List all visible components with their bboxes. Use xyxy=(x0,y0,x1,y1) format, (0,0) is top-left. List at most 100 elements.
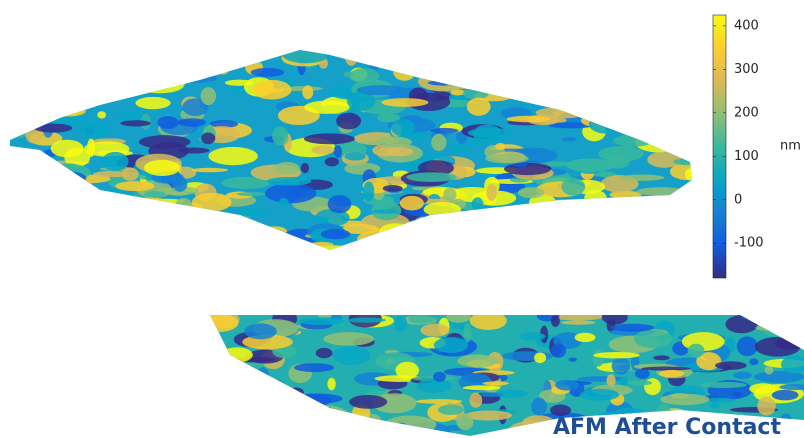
surface-patch xyxy=(547,63,595,75)
surface-patch xyxy=(272,126,289,146)
surface-patch xyxy=(592,218,640,238)
surface-patch xyxy=(732,371,752,379)
surface-patch xyxy=(101,151,129,172)
surface-patch xyxy=(115,88,133,96)
surface-patch xyxy=(469,55,508,67)
surface-patch xyxy=(101,239,128,250)
surface-patch xyxy=(319,427,333,434)
surface-patch xyxy=(391,118,416,137)
surface-patch xyxy=(77,77,93,85)
surface-patch xyxy=(66,205,92,214)
surface-patch xyxy=(613,100,655,109)
surface-patch xyxy=(457,354,499,368)
surface-patch xyxy=(243,424,263,430)
surface-patch xyxy=(51,169,72,175)
surface-patch xyxy=(677,60,692,70)
surface-patch xyxy=(59,226,103,241)
surface-patch xyxy=(325,426,351,436)
surface-patch xyxy=(246,413,283,425)
surface-patch xyxy=(577,376,625,382)
surface-patch xyxy=(125,214,157,221)
surface-patch xyxy=(781,355,804,374)
surface-patch xyxy=(344,162,381,175)
surface-patch xyxy=(594,227,618,243)
colorbar-tick-label: 400 xyxy=(734,18,759,33)
surface-patch xyxy=(590,222,635,230)
surface-patch xyxy=(609,190,642,199)
surface-patch xyxy=(399,195,424,211)
surface-patch xyxy=(617,50,666,58)
surface-patch xyxy=(463,323,472,343)
surface-patch xyxy=(574,332,596,343)
surface-patch xyxy=(673,158,692,166)
surface-patch xyxy=(374,136,412,148)
surface-patch xyxy=(736,336,758,357)
surface-patch xyxy=(375,52,418,69)
surface-patch xyxy=(24,217,63,230)
surface-patch xyxy=(113,237,161,250)
surface-patch xyxy=(450,89,466,96)
surface-patch xyxy=(725,315,758,334)
surface-patch xyxy=(535,201,575,216)
surface-patch xyxy=(531,66,549,78)
surface-patch xyxy=(52,106,77,116)
surface-patch xyxy=(636,187,686,196)
colorbar-tick-label: 0 xyxy=(734,192,742,207)
surface-patch xyxy=(78,81,98,87)
surface-patch xyxy=(10,128,21,137)
surface-patch xyxy=(504,245,550,250)
surface-patch xyxy=(482,381,509,386)
surface-patch xyxy=(365,425,375,436)
surface-patch xyxy=(101,55,131,66)
surface-patch xyxy=(44,200,82,221)
surface-patch xyxy=(18,60,56,72)
surface-patch xyxy=(416,378,452,393)
surface-patch xyxy=(408,315,435,324)
surface-patch xyxy=(672,209,688,229)
surface-patch xyxy=(520,79,564,95)
surface-patch xyxy=(700,381,747,389)
surface-patch xyxy=(208,146,258,166)
surface-patch xyxy=(314,208,350,227)
surface-patch xyxy=(10,193,24,200)
surface-patch xyxy=(233,246,251,250)
surface-patch xyxy=(210,409,228,428)
surface-patch xyxy=(332,346,371,366)
surface-patch xyxy=(127,203,172,210)
surface-texture xyxy=(10,50,692,250)
surface-patch xyxy=(649,53,692,59)
surface-patch xyxy=(471,221,485,230)
surface-patch xyxy=(764,365,774,375)
surface-patch xyxy=(281,50,331,64)
surface-patch xyxy=(487,78,539,90)
surface-patch xyxy=(210,381,236,390)
surface-patch xyxy=(565,158,616,172)
surface-patch xyxy=(655,62,672,67)
surface-patch xyxy=(619,174,665,181)
surface-patch xyxy=(550,343,567,358)
surface-patch xyxy=(555,379,580,391)
surface-patch xyxy=(589,69,634,75)
surface-patch xyxy=(51,60,88,74)
surface-patch xyxy=(652,199,692,219)
surface-patch xyxy=(497,218,532,238)
surface-patch xyxy=(244,323,277,340)
surface-patch xyxy=(344,151,366,161)
surface-patch xyxy=(594,71,623,82)
surface-patch xyxy=(303,100,350,114)
surface-patch xyxy=(300,162,309,174)
surface-patch xyxy=(177,118,206,127)
surface-patch xyxy=(246,231,290,238)
surface-patch xyxy=(480,218,492,225)
colorbar-tick-label: 300 xyxy=(734,62,759,77)
surface-patch xyxy=(669,235,692,247)
surface-patch xyxy=(640,132,676,141)
surface-patch xyxy=(312,429,327,436)
surface-patch xyxy=(641,366,691,371)
surface-patch xyxy=(382,184,403,192)
surface-patch xyxy=(193,56,234,67)
surface-patch xyxy=(604,62,615,81)
colorbar-tick-label: 200 xyxy=(734,105,759,120)
surface-patch xyxy=(209,120,239,128)
surface-patch xyxy=(298,317,345,325)
